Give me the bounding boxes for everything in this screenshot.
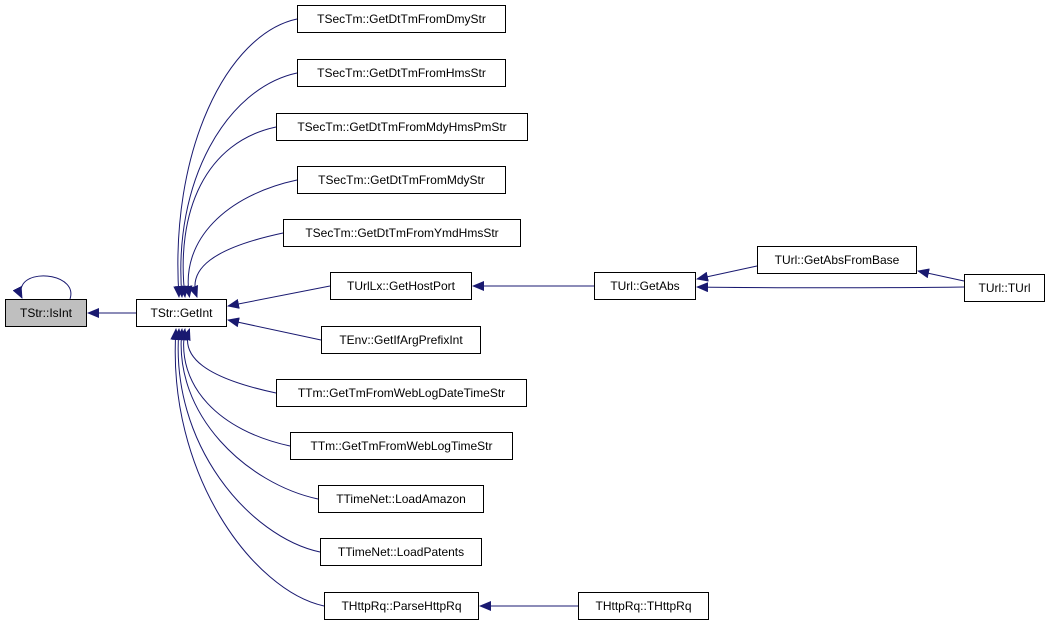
edge-n11-to-getint — [173, 328, 321, 553]
graph-node-n10[interactable]: TTimeNet::LoadAmazon — [318, 485, 484, 513]
graph-node-getint[interactable]: TStr::GetInt — [136, 299, 227, 327]
edge-n3-to-getint — [178, 126, 277, 298]
graph-node-getabs[interactable]: TUrl::GetAbs — [594, 272, 696, 300]
edge-n6-to-getint — [227, 285, 331, 309]
edge-n1-to-getint — [173, 18, 298, 298]
graph-node-turl[interactable]: TUrl::TUrl — [964, 274, 1045, 302]
graph-node-n11[interactable]: TTimeNet::LoadPatents — [320, 538, 482, 566]
edge-n8-to-getint — [181, 328, 277, 394]
edge-n2-to-getint — [176, 72, 298, 298]
graph-node-n7[interactable]: TEnv::GetIfArgPrefixInt — [321, 326, 481, 354]
graph-node-n9[interactable]: TTm::GetTmFromWebLogTimeStr — [290, 432, 513, 460]
graph-node-n1[interactable]: TSecTm::GetDtTmFromDmyStr — [297, 5, 506, 33]
edge-n9-to-getint — [178, 328, 291, 447]
graph-node-n5[interactable]: TSecTm::GetDtTmFromYmdHmsStr — [283, 219, 521, 247]
graph-node-thttprq[interactable]: THttpRq::THttpRq — [578, 592, 709, 620]
edge-n4-to-getint — [182, 179, 298, 298]
graph-node-n6[interactable]: TUrlLx::GetHostPort — [330, 272, 472, 300]
edge-n12-to-getint — [170, 328, 325, 607]
edge-n7-to-getint — [227, 317, 322, 341]
graph-node-n12[interactable]: THttpRq::ParseHttpRq — [324, 592, 479, 620]
graph-node-n3[interactable]: TSecTm::GetDtTmFromMdyHmsPmStr — [276, 113, 528, 141]
edge-n10-to-getint — [175, 328, 319, 500]
graph-node-n2[interactable]: TSecTm::GetDtTmFromHmsStr — [297, 59, 506, 87]
edge-isint-to-isint — [12, 275, 72, 300]
edge-n5-to-getint — [188, 232, 284, 298]
edge-turl-to-getabsfrombase — [917, 268, 965, 282]
edge-getabsfrombase-to-getabs — [696, 265, 758, 282]
graph-node-getabsfrombase[interactable]: TUrl::GetAbsFromBase — [757, 246, 917, 274]
graph-node-n8[interactable]: TTm::GetTmFromWebLogDateTimeStr — [276, 379, 527, 407]
edge-turl-to-getabs — [696, 282, 965, 293]
graph-node-n4[interactable]: TSecTm::GetDtTmFromMdyStr — [297, 166, 506, 194]
graph-node-isint[interactable]: TStr::IsInt — [5, 299, 87, 327]
